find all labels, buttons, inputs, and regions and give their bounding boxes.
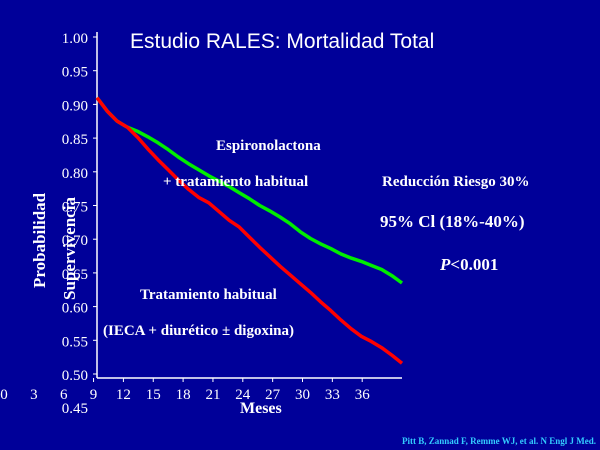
x-tick-label: 15 [146, 387, 161, 403]
y-axis-label-line-1: Probabilidad [30, 192, 49, 288]
y-tick-labels: 1.00 0.95 0.90 0.85 0.80 0.75 0.70 0.65 0.60 0.55… [62, 31, 97, 417]
espironolactona-label-2: + tratamiento habitual [163, 174, 309, 190]
series-line-espironolactona [95, 96, 404, 285]
series-lines [95, 96, 404, 365]
y-tick-label: 0.55 [62, 334, 88, 350]
confidence-interval-text: 95% Cl (18%-40%) [380, 212, 525, 231]
y-axis-label-line-2: Supervivencia [60, 197, 79, 300]
espironolactona-label: Espironolactona [216, 138, 321, 154]
y-tick-label: 1.00 [62, 31, 88, 47]
x-tick-label: 6 [60, 387, 68, 403]
p-letter: P [440, 255, 451, 274]
tratamiento-habitual-label: Tratamiento habitual [140, 287, 277, 303]
x-tick-label: 27 [265, 387, 281, 403]
y-tick-label: 0.90 [62, 98, 88, 114]
y-tick-label: 0.80 [62, 166, 88, 182]
y-tick-label: 0.65 [62, 267, 88, 283]
x-tick-label: 33 [325, 387, 340, 403]
x-tick-label: 0 [0, 387, 8, 403]
y-tick-label: 0.70 [62, 233, 88, 249]
x-tick-label: 3 [30, 387, 38, 403]
y-tick-label: 0.50 [62, 368, 88, 384]
y-tick-label: 0.75 [62, 200, 88, 216]
y-tick-label: 0.45 [62, 401, 88, 417]
chart-title: Estudio RALES: Mortalidad Total [130, 30, 435, 53]
x-tick-label: 24 [235, 387, 251, 403]
x-tick-label: 21 [205, 387, 220, 403]
x-tick-label: 12 [116, 387, 131, 403]
x-tick-labels: 0 3 6 9 12 15 18 21 24 27 30 33 36 [0, 378, 370, 403]
y-tick-label: 0.60 [62, 301, 88, 317]
p-value: <0.001 [450, 255, 499, 274]
y-axis-label: Probabilidad Supervivencia [8, 160, 79, 300]
x-tick-label: 18 [176, 387, 191, 403]
series-line-tratamiento-habitual [95, 96, 404, 365]
y-tick-label: 0.95 [62, 65, 88, 81]
x-tick-label: 9 [90, 387, 98, 403]
x-tick-label: 30 [295, 387, 310, 403]
risk-reduction-text: Reducción Riesgo 30% [382, 174, 530, 190]
x-axis-label: Meses [240, 400, 282, 417]
p-value-text: P<0.001 [440, 255, 498, 275]
y-tick-label: 0.85 [62, 132, 88, 148]
tratamiento-habitual-label-2: (IECA + diurético ± digoxina) [103, 323, 294, 339]
citation: Pitt B, Zannad F, Remme WJ, et al. N Eng… [401, 436, 596, 446]
x-tick-label: 36 [355, 387, 371, 403]
